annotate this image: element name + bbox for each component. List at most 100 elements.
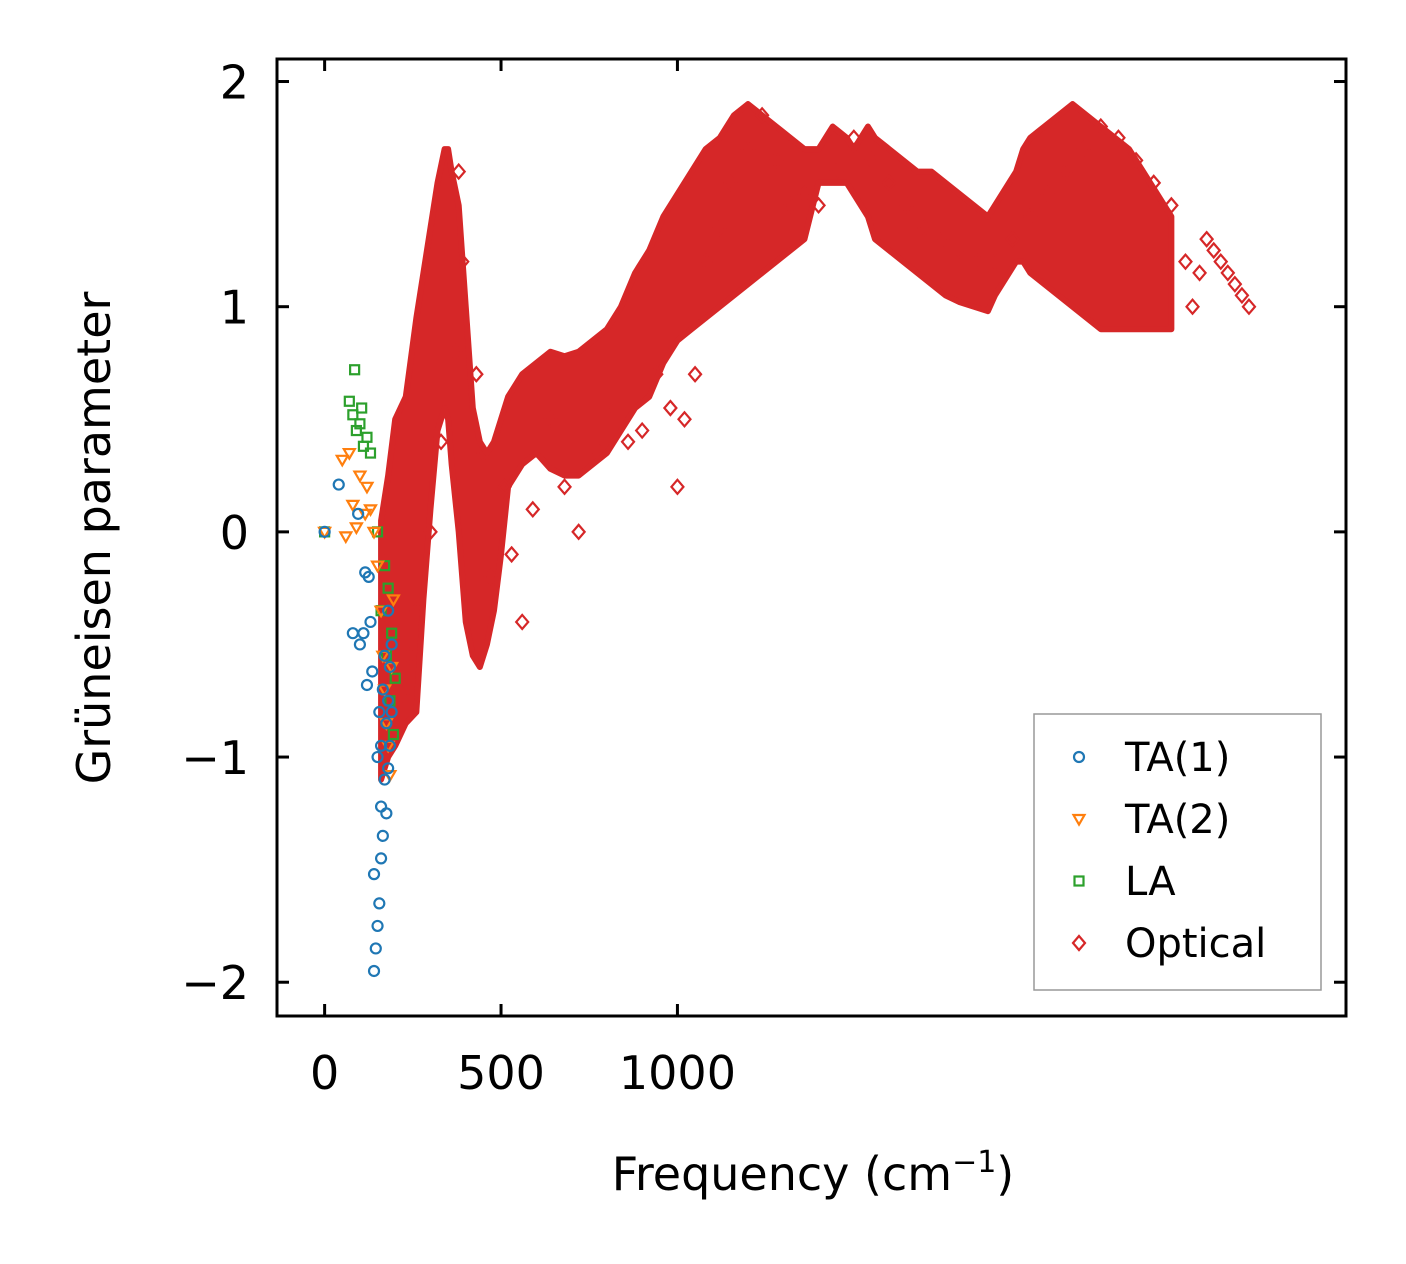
optical-point [571, 523, 587, 541]
optical-point [1185, 298, 1200, 316]
y-tick-label: −2 [181, 956, 249, 1010]
optical-point [881, 174, 897, 192]
ta1-point [360, 678, 374, 692]
x-axis-label-end: ) [996, 1147, 1014, 1201]
optical-point [687, 365, 703, 383]
legend-marker-la [1073, 875, 1085, 887]
optical-point [1163, 196, 1179, 215]
ta2-point [352, 470, 368, 484]
optical-point [1199, 230, 1215, 248]
x-axis-label-sup: −1 [952, 1145, 996, 1180]
optical-point [497, 478, 513, 496]
optical-point [387, 725, 403, 744]
ta1-point [367, 868, 381, 881]
ta1-point [374, 739, 388, 752]
optical-point [1093, 117, 1109, 136]
y-axis-label: Grüneisen parameter [67, 291, 121, 784]
optical-point [1213, 252, 1229, 271]
ta1-point [364, 615, 377, 629]
legend-item-ta1: TA(1) [1072, 735, 1230, 781]
optical-point [1227, 275, 1243, 293]
x-axis-label: Frequency (cm−1) [612, 1145, 1015, 1201]
optical-point [1005, 230, 1021, 248]
ta1-point [385, 638, 398, 651]
optical-point [662, 399, 678, 417]
legend-item-ta2: TA(2) [1071, 797, 1230, 843]
optical-point [740, 140, 756, 158]
optical-point [482, 568, 498, 586]
optical-point [1220, 264, 1236, 282]
ta1-point [374, 852, 388, 865]
optical-point [1040, 185, 1056, 203]
series-ta1 [318, 478, 398, 978]
ta2-point [363, 504, 378, 518]
y-tick-label: 0 [220, 506, 249, 560]
legend-marker-ta2 [1071, 813, 1087, 827]
legend-marker-optical [1071, 934, 1087, 952]
axis-ticks: 0 500 1000 −2 −1 0 1 2 [181, 56, 1346, 1100]
optical-point [934, 230, 950, 248]
optical-point [401, 647, 417, 665]
x-tick-label: 1000 [619, 1046, 736, 1100]
optical-point [557, 478, 572, 496]
optical-point [1110, 129, 1126, 147]
ta1-point [318, 525, 331, 538]
la-point [349, 364, 361, 376]
plot-area [317, 101, 1257, 978]
optical-point [677, 410, 692, 428]
ta1-point [373, 705, 386, 719]
optical-point [698, 252, 714, 271]
optical-point [1146, 174, 1162, 192]
la-point [343, 395, 355, 407]
y-tick-label: 1 [220, 281, 249, 335]
optical-point [899, 196, 915, 215]
la-point [356, 402, 368, 414]
optical-point [606, 399, 622, 417]
ta1-point [371, 919, 384, 933]
ta1-point [367, 964, 381, 978]
ta1-point [332, 478, 345, 491]
ta1-point [380, 807, 393, 820]
axes-frame [275, 57, 1348, 1018]
ta1-point [371, 750, 384, 764]
x-axis-label-main: Frequency (cm [612, 1147, 952, 1201]
ta2-point [359, 481, 375, 495]
optical-point [712, 219, 728, 237]
ta1-point [382, 694, 395, 707]
la-point [389, 672, 401, 684]
la-point [382, 582, 394, 594]
ta2-point [386, 594, 401, 608]
optical-point [1192, 264, 1208, 282]
optical-point [634, 421, 650, 440]
optical-point [754, 106, 770, 124]
optical-point [916, 219, 932, 237]
ta1-point [383, 660, 396, 674]
optical-point [1234, 286, 1250, 305]
optical-point [454, 252, 470, 271]
ta1-point [353, 638, 367, 651]
optical-point [423, 523, 438, 541]
ta1-point [352, 507, 365, 520]
ta1-point [366, 665, 379, 678]
optical-point [475, 444, 491, 462]
optical-point [952, 241, 968, 260]
optical-dense-band [378, 101, 1175, 783]
optical-point [828, 162, 844, 181]
y-tick-label: −1 [181, 731, 249, 785]
ta1-point [383, 739, 396, 752]
optical-point [1058, 162, 1073, 181]
optical-point [1128, 151, 1144, 170]
ta1-point [373, 897, 386, 910]
ta1-point [378, 649, 391, 662]
legend-label-optical: Optical [1125, 921, 1266, 967]
optical-point [969, 252, 985, 271]
la-point [364, 447, 377, 459]
legend-label-ta1: TA(1) [1124, 735, 1230, 781]
y-tick-label: 2 [220, 56, 249, 110]
ta1-point [385, 705, 398, 719]
optical-point [504, 545, 520, 564]
optical-point [433, 433, 449, 451]
la-point [347, 409, 359, 421]
la-point [361, 431, 373, 443]
